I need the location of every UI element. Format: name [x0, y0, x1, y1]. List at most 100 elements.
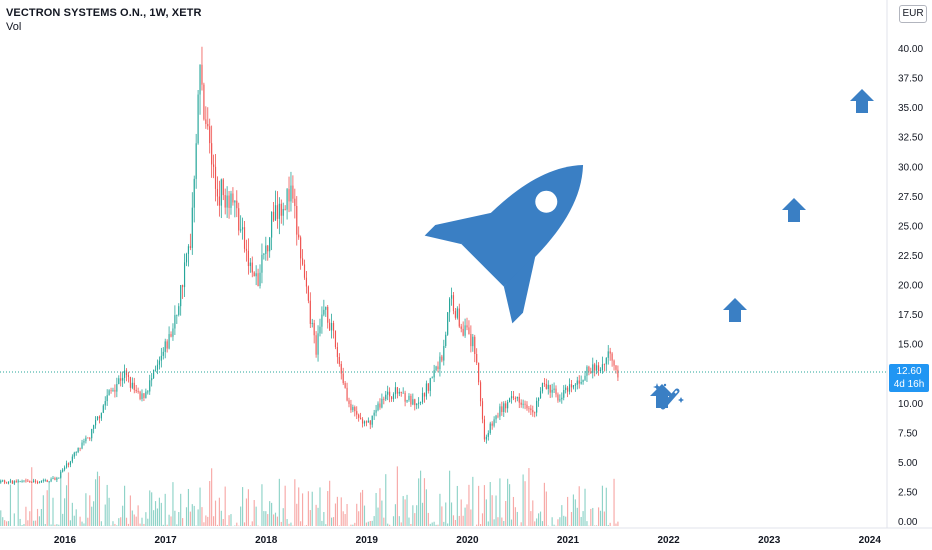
volume-bar — [464, 507, 466, 526]
candle-body — [178, 306, 180, 315]
volume-bar — [265, 511, 267, 526]
volume-bar — [615, 523, 617, 526]
volume-bar — [135, 516, 137, 526]
candle-body — [423, 393, 426, 397]
candle-body — [83, 441, 85, 443]
volume-bar — [129, 495, 131, 526]
volume-bar — [124, 485, 126, 526]
bar-countdown: 4d 16h — [893, 379, 925, 390]
candle-body — [363, 421, 366, 424]
rocket-icon[interactable] — [424, 121, 627, 324]
candle-body — [153, 369, 155, 379]
volume-bar — [73, 515, 75, 526]
candle-body — [118, 378, 120, 385]
volume-bar — [530, 511, 532, 526]
volume-bar — [125, 517, 128, 526]
volume-bar — [559, 517, 561, 526]
candle-body — [137, 391, 139, 392]
volume-bar — [5, 521, 8, 526]
volume-bar — [201, 507, 203, 526]
candle-body — [141, 393, 143, 399]
volume-bar — [307, 491, 309, 526]
candle-body — [375, 410, 377, 413]
volume-bar — [582, 511, 584, 526]
magic-wand-icon[interactable] — [653, 383, 684, 410]
candle-body — [236, 200, 238, 209]
candle-body — [187, 246, 190, 254]
candle-body — [381, 398, 383, 408]
candle-body — [485, 436, 487, 440]
volume-bar — [104, 504, 106, 526]
candle-body — [160, 355, 162, 361]
volume-bar — [29, 511, 31, 526]
volume-bar — [597, 507, 600, 526]
volume-bar — [429, 523, 431, 526]
candle-body — [420, 402, 422, 404]
up-arrow-icon[interactable] — [850, 89, 874, 113]
candle-body — [205, 119, 207, 124]
volume-label[interactable]: Vol — [6, 21, 22, 33]
volume-bar — [398, 516, 400, 526]
volume-bar — [212, 516, 215, 526]
candle-body — [156, 364, 159, 370]
volume-bar — [23, 524, 25, 526]
candle-body — [505, 403, 507, 409]
candle-body — [458, 308, 460, 327]
volume-bar — [137, 505, 139, 526]
candle-body — [371, 415, 373, 425]
volume-bar — [44, 524, 46, 526]
volume-bar — [487, 521, 489, 526]
time-tick-label: 2020 — [456, 535, 479, 546]
candle-body — [35, 480, 37, 482]
up-arrow-icon[interactable] — [723, 298, 747, 322]
volume-bar — [222, 519, 224, 526]
candle-body — [292, 185, 294, 199]
volume-bar — [607, 525, 609, 526]
last-price-value: 12.60 — [896, 366, 922, 377]
time-axis[interactable]: 2016 2017 2018 2019 2020 2021 2022 2023 2024 — [0, 527, 932, 546]
candle-body — [69, 461, 71, 465]
candle-body — [452, 295, 455, 312]
candle-body — [311, 322, 313, 324]
candle-body — [479, 382, 482, 402]
price-axis[interactable]: 0.002.505.007.5010.0012.5015.0017.5020.0… — [886, 0, 923, 528]
up-arrow-icon[interactable] — [782, 198, 806, 222]
candle-body — [52, 478, 54, 479]
volume-bar — [226, 525, 228, 526]
candle-body — [334, 330, 337, 348]
volume-bar — [458, 515, 460, 526]
volume-bar — [67, 472, 70, 526]
volume-bar — [431, 522, 433, 526]
symbol-title[interactable]: VECTRON SYSTEMS O.N., 1W, XETR — [6, 7, 202, 19]
volume-bar — [220, 510, 222, 526]
candle-body — [557, 394, 559, 401]
candle-body — [154, 369, 157, 371]
candle-body — [323, 309, 325, 315]
price-tick-label: 17.50 — [898, 310, 923, 321]
candle-body — [365, 421, 367, 423]
candle-body — [611, 353, 613, 361]
candle-body — [147, 391, 149, 393]
volume-bar — [180, 493, 182, 526]
volume-bar — [418, 478, 420, 526]
volume-bar — [9, 484, 12, 526]
currency-badge[interactable]: EUR — [899, 5, 927, 23]
volume-bar — [185, 507, 188, 526]
volume-bar — [294, 479, 296, 526]
candle-body — [294, 198, 296, 207]
volume-bar — [38, 516, 41, 526]
volume-bar — [358, 511, 360, 526]
volume-bar — [166, 524, 168, 526]
candle-body — [48, 481, 50, 483]
volume-bar — [605, 487, 607, 526]
candle-body — [226, 195, 228, 208]
volume-bar — [168, 514, 170, 526]
volume-bar — [269, 501, 271, 526]
volume-bar — [346, 504, 348, 526]
candle-body — [360, 417, 362, 420]
candle-body — [354, 407, 356, 412]
candle-body — [193, 178, 195, 208]
volume-bar — [454, 519, 456, 526]
candle-body — [520, 402, 522, 405]
